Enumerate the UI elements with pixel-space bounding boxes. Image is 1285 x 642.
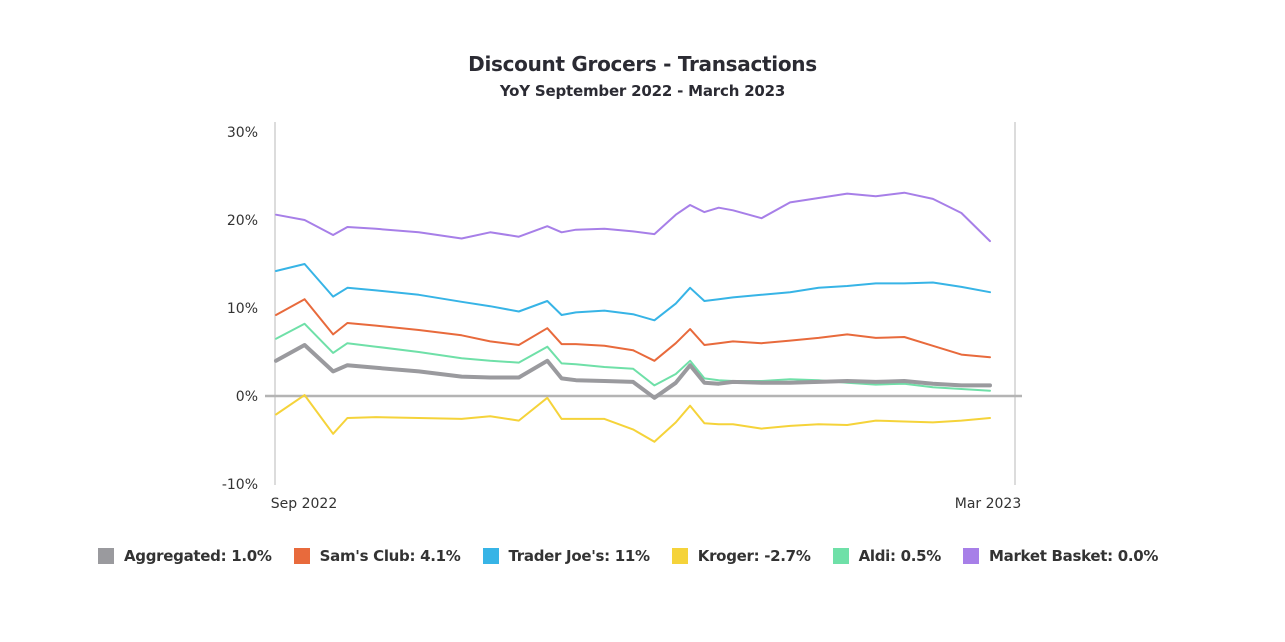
legend-swatch: [832, 548, 849, 564]
series-line-sam-s-club: [275, 298, 991, 362]
y-tick-label: -10%: [222, 477, 258, 493]
x-tick-label-start: Sep 2022: [271, 496, 337, 512]
series-line-trader-joe-s: [275, 263, 991, 322]
legend-label: Trader Joe's: 11%: [508, 547, 651, 565]
legend-item: Sam's Club: 4.1%: [293, 547, 461, 565]
y-tick-label: 10%: [227, 301, 258, 317]
series-line-market-basket: [275, 191, 991, 243]
chart-subtitle: YoY September 2022 - March 2023: [499, 82, 786, 100]
legend-label: Sam's Club: 4.1%: [319, 547, 461, 565]
legend-swatch: [963, 548, 980, 564]
series-line-aldi: [275, 322, 991, 392]
legend-item: Trader Joe's: 11%: [482, 547, 651, 565]
legend-swatch: [482, 548, 499, 564]
legend-item: Market Basket: 0.0%: [963, 547, 1158, 565]
series-line-aggregated: [274, 343, 992, 400]
x-tick-label-end: Mar 2023: [955, 496, 1022, 512]
legend: Aggregated: 1.0% Sam's Club: 4.1% Trader J…: [98, 547, 1180, 565]
y-tick-label: 0%: [236, 389, 258, 405]
y-tick-label: 30%: [227, 125, 258, 141]
legend-label: Aggregated: 1.0%: [124, 547, 272, 565]
legend-item: Aldi: 0.5%: [832, 547, 942, 565]
legend-swatch: [98, 548, 114, 564]
legend-label: Market Basket: 0.0%: [989, 547, 1159, 565]
chart-title: Discount Grocers - Transactions: [468, 52, 817, 76]
series-line-kroger: [275, 394, 991, 443]
legend-label: Kroger: -2.7%: [697, 547, 811, 565]
legend-item: Kroger: -2.7%: [671, 547, 811, 565]
y-tick-label: 20%: [227, 213, 258, 229]
legend-swatch: [671, 548, 688, 564]
legend-item: Aggregated: 1.0%: [98, 547, 272, 565]
legend-swatch: [293, 548, 310, 564]
legend-label: Aldi: 0.5%: [858, 547, 942, 565]
